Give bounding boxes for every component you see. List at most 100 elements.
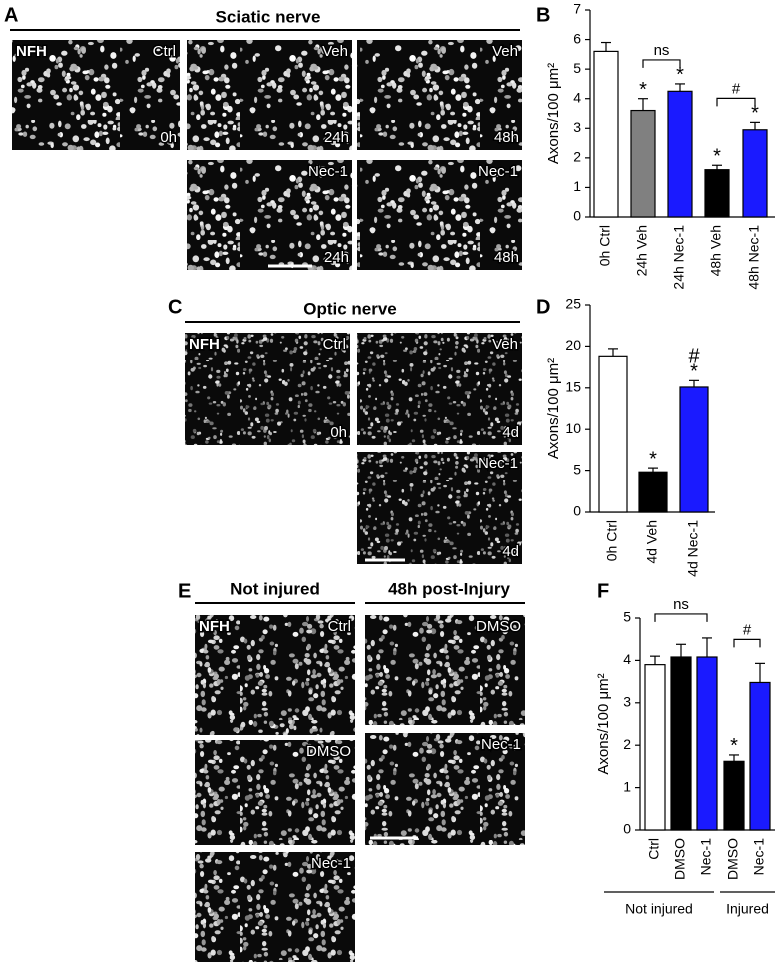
y-tick-label: 4: [573, 89, 581, 105]
bar: [742, 129, 768, 218]
micrograph: [187, 160, 352, 270]
bracket: [642, 59, 681, 68]
y-tick-label: 1: [623, 778, 631, 794]
panel-letter: B: [536, 4, 550, 26]
image-label: 48h: [494, 129, 519, 146]
panel-letter: F: [597, 580, 609, 602]
image-label: 4d: [502, 424, 519, 441]
micrograph: [357, 333, 522, 445]
x-tick-label: 48h Veh: [708, 225, 724, 276]
micrograph: [187, 40, 352, 150]
y-tick-label: 0: [623, 821, 631, 837]
y-tick-label: 5: [573, 461, 581, 477]
image-label: Veh: [492, 336, 518, 353]
y-axis-label: Axons/100 μm²: [595, 673, 612, 774]
image-label: 48h: [494, 249, 519, 266]
x-tick-label: DMSO: [672, 838, 688, 880]
bracket-label: #: [743, 621, 752, 638]
y-tick-label: 5: [573, 60, 581, 76]
bar: [679, 386, 709, 513]
bar: [667, 90, 693, 218]
image-label: Veh: [492, 43, 518, 60]
image-label: Ctrl: [153, 43, 176, 60]
bar: [749, 681, 771, 831]
bracket: [733, 638, 761, 648]
image-label: 0h: [160, 129, 177, 146]
y-tick-label: 15: [565, 379, 581, 395]
panel-title: Sciatic nerve: [216, 7, 321, 26]
y-tick-label: 20: [565, 337, 581, 353]
image-label: DMSO: [306, 743, 351, 760]
image-label: 0h: [330, 424, 347, 441]
image-label: Ctrl: [323, 336, 346, 353]
y-tick-label: 4: [623, 651, 631, 667]
micrograph: [357, 160, 522, 270]
bar: [598, 355, 628, 513]
x-tick-label: 24h Veh: [634, 225, 650, 276]
y-tick-label: 10: [565, 420, 581, 436]
bracket-label: ns: [654, 42, 670, 59]
image-label: NFH: [16, 43, 47, 60]
y-tick-label: 3: [573, 119, 581, 135]
bar: [723, 760, 745, 831]
column-header: Not injured: [230, 579, 320, 598]
x-tick-label: 24h Nec-1: [671, 225, 687, 290]
image-label: NFH: [199, 618, 230, 635]
y-tick-label: 0: [573, 503, 581, 519]
x-tick-label: Nec-1: [751, 838, 767, 876]
image-label: Veh: [322, 43, 348, 60]
image-label: NFH: [189, 336, 220, 353]
panel-letter: D: [536, 296, 550, 318]
bracket-label: ns: [673, 596, 689, 613]
significance-mark: *: [713, 146, 721, 168]
image-label: Nec-1: [478, 455, 518, 472]
bracket: [654, 613, 708, 622]
bar: [630, 109, 656, 218]
y-tick-label: 1: [573, 178, 581, 194]
micrograph: [195, 615, 355, 735]
x-tick-label: 48h Nec-1: [746, 225, 762, 290]
bracket-label: #: [732, 80, 741, 97]
x-tick-label: 0h Ctrl: [597, 225, 613, 266]
significance-mark: *: [639, 79, 647, 101]
micrograph: [365, 733, 525, 845]
significance-mark: *: [730, 735, 738, 757]
x-tick-label: Nec-1: [698, 838, 714, 876]
micrograph: [195, 740, 355, 845]
x-tick-label: 4d Veh: [644, 520, 660, 564]
micrograph: [365, 615, 525, 725]
image-label: DMSO: [476, 618, 521, 635]
bar: [670, 656, 692, 831]
y-tick-label: 5: [623, 609, 631, 625]
micrograph: [357, 452, 522, 564]
bar: [644, 664, 666, 831]
bar: [638, 471, 668, 513]
significance-mark: #: [688, 346, 700, 368]
panel-letter: C: [168, 296, 182, 318]
significance-mark: *: [676, 64, 684, 86]
y-tick-label: 6: [573, 30, 581, 46]
group-label: Injured: [726, 901, 769, 917]
y-axis-label: Axons/100 μm²: [545, 63, 562, 164]
panel-letter: A: [4, 4, 18, 26]
bar: [704, 169, 730, 218]
y-tick-label: 25: [565, 296, 581, 312]
image-label: Ctrl: [328, 618, 351, 635]
panel-title: Optic nerve: [303, 299, 397, 318]
image-label: Nec-1: [478, 163, 518, 180]
x-tick-label: DMSO: [725, 838, 741, 880]
image-label: Nec-1: [481, 736, 521, 753]
y-tick-label: 2: [623, 736, 631, 752]
bar: [696, 656, 718, 831]
micrograph: [195, 852, 355, 962]
bracket: [716, 97, 756, 107]
x-tick-label: Ctrl: [646, 838, 662, 860]
x-tick-label: 0h Ctrl: [604, 520, 620, 561]
y-tick-label: 3: [623, 694, 631, 710]
panel-letter: E: [178, 580, 191, 602]
micrograph: [357, 40, 522, 150]
micrograph: [12, 40, 180, 150]
bar: [593, 50, 619, 218]
